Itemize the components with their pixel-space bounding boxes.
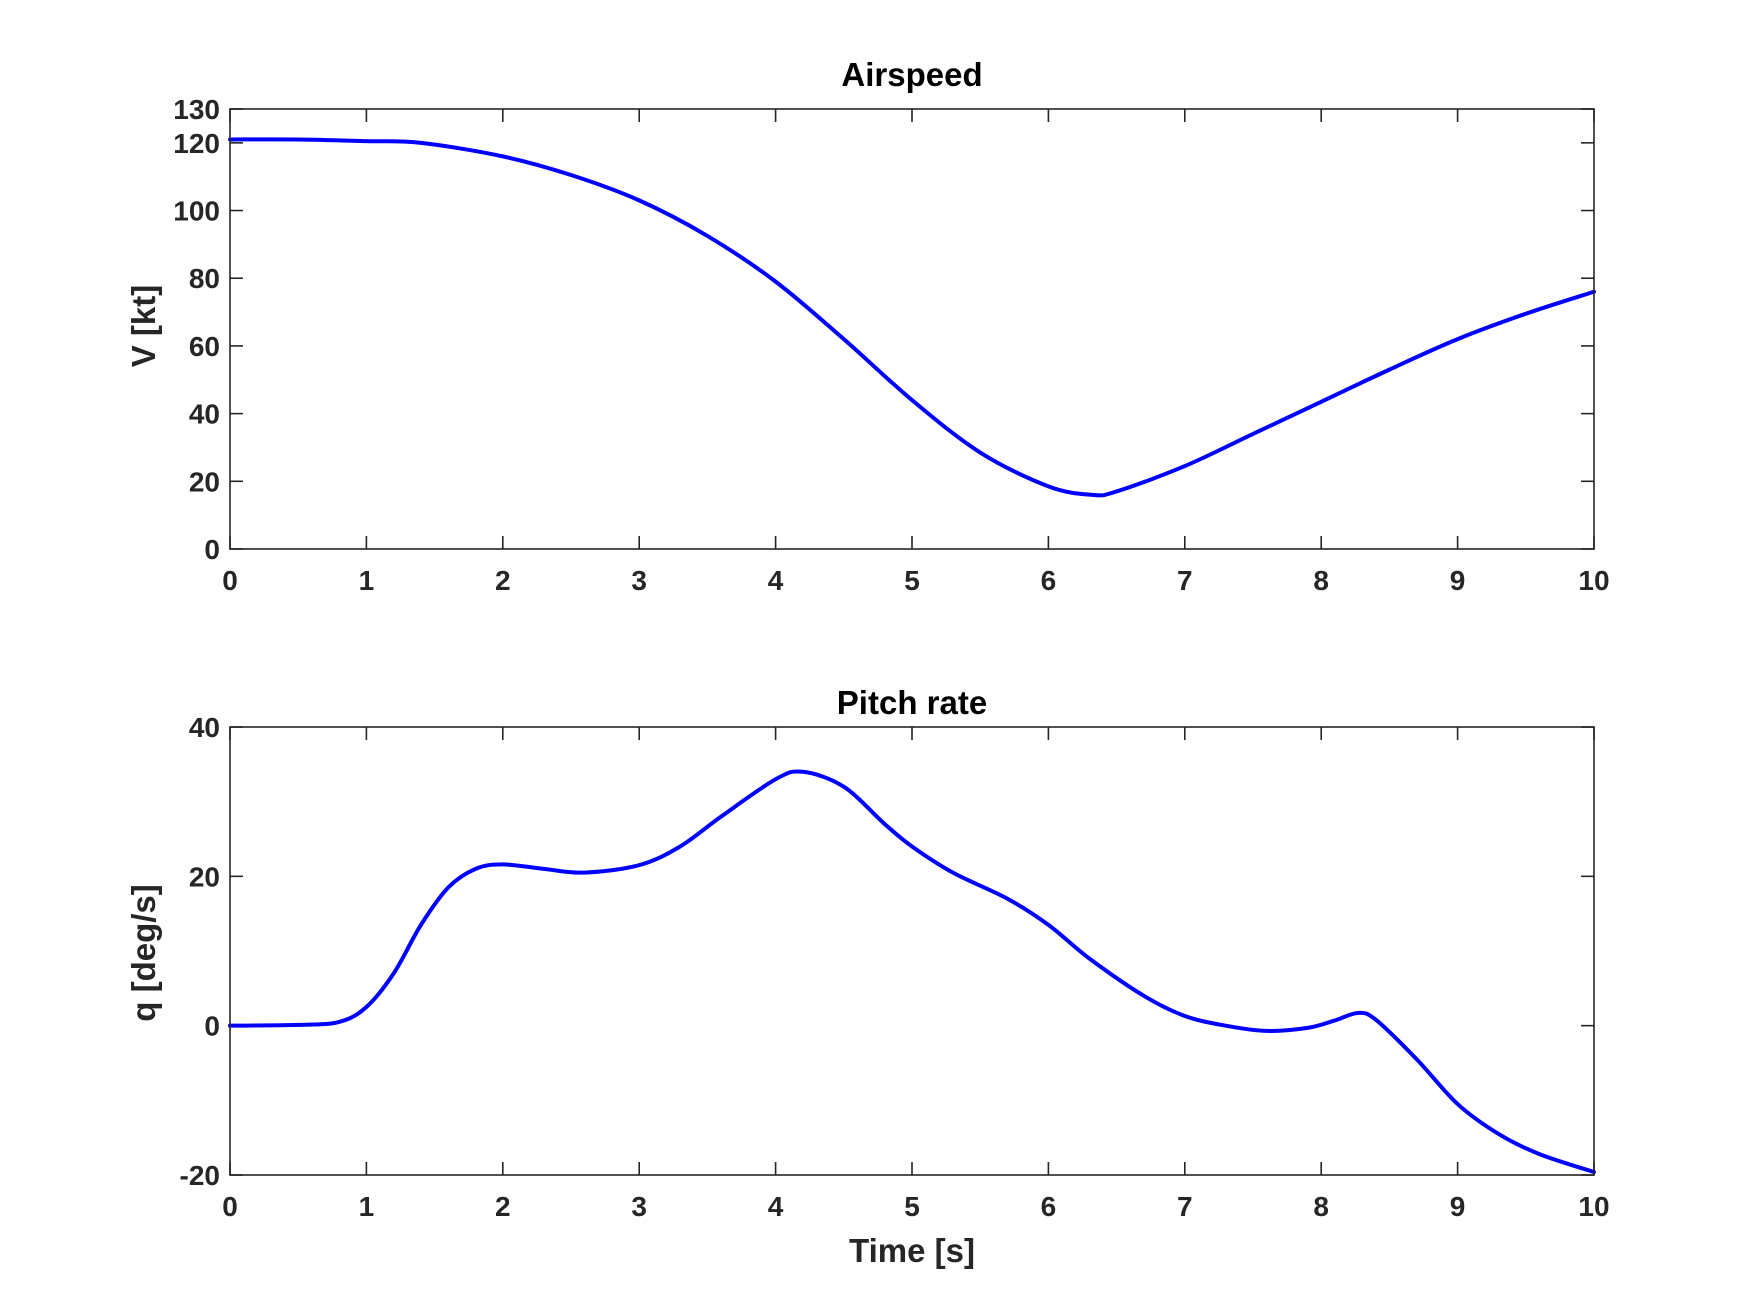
airspeed-xtick-label: 10 <box>1578 565 1609 596</box>
pitch-rate-xtick-label: 3 <box>631 1191 647 1222</box>
airspeed-xtick-label: 2 <box>495 565 511 596</box>
airspeed-ytick-label: 120 <box>173 128 220 159</box>
pitch-rate-xtick-label: 0 <box>222 1191 238 1222</box>
airspeed-xtick-label: 1 <box>359 565 375 596</box>
airspeed-title: Airspeed <box>841 56 982 93</box>
airspeed-ytick-label: 20 <box>189 466 220 497</box>
airspeed-xtick-label: 9 <box>1450 565 1466 596</box>
pitch-rate-xtick-label: 2 <box>495 1191 511 1222</box>
airspeed-ytick-label: 0 <box>204 534 220 565</box>
pitch-rate-xtick-label: 9 <box>1450 1191 1466 1222</box>
pitch-rate-ytick-label: 0 <box>204 1011 220 1042</box>
airspeed-xtick-label: 7 <box>1177 565 1193 596</box>
pitch-rate-ytick-label: 20 <box>189 861 220 892</box>
pitch-rate-title: Pitch rate <box>837 684 987 721</box>
airspeed-ytick-label: 60 <box>189 331 220 362</box>
pitch-rate-series-line <box>228 769 1596 1175</box>
airspeed-ytick-label: 130 <box>173 94 220 125</box>
pitch-rate-subplot: Pitch rate q [deg/s] Time [s] 0 1 2 3 4 5 6 7 8 9… <box>125 684 1610 1269</box>
airspeed-ytick-label: 100 <box>173 196 220 227</box>
airspeed-xtick-label: 6 <box>1041 565 1057 596</box>
pitch-rate-ytick-label: 40 <box>189 712 220 743</box>
airspeed-xtick-label: 5 <box>904 565 920 596</box>
pitch-rate-xtick-label: 10 <box>1578 1191 1609 1222</box>
airspeed-xtick-label: 4 <box>768 565 784 596</box>
pitch-rate-xtick-label: 6 <box>1041 1191 1057 1222</box>
airspeed-axes-box <box>229 108 1595 550</box>
airspeed-series-line <box>228 137 1596 498</box>
pitch-rate-xlabel: Time [s] <box>849 1232 975 1269</box>
airspeed-xtick-label: 0 <box>222 565 238 596</box>
airspeed-subplot: Airspeed V [kt] 0 1 2 3 4 5 6 7 8 9 10020406080100… <box>125 56 1610 596</box>
pitch-rate-xtick-label: 8 <box>1313 1191 1329 1222</box>
pitch-rate-xtick-label: 1 <box>359 1191 375 1222</box>
airspeed-xtick-label: 8 <box>1313 565 1329 596</box>
pitch-rate-xtick-label: 7 <box>1177 1191 1193 1222</box>
pitch-rate-ytick-label: -20 <box>180 1160 220 1191</box>
pitch-rate-xtick-label: 5 <box>904 1191 920 1222</box>
pitch-rate-xtick-label: 4 <box>768 1191 784 1222</box>
airspeed-ytick-label: 40 <box>189 399 220 430</box>
airspeed-ticks <box>229 108 1595 550</box>
airspeed-ytick-label: 80 <box>189 263 220 294</box>
pitch-rate-axes-box <box>229 726 1595 1176</box>
airspeed-xtick-label: 3 <box>631 565 647 596</box>
airspeed-ylabel: V [kt] <box>125 285 162 368</box>
pitch-rate-ylabel: q [deg/s] <box>125 884 162 1022</box>
